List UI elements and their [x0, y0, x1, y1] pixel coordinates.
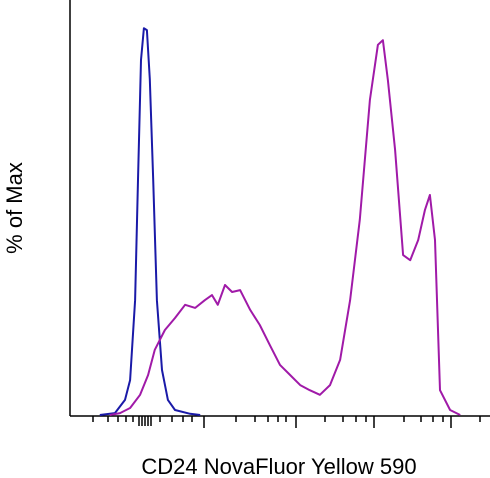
histogram-line	[99, 27, 201, 416]
x-axis-label: CD24 NovaFluor Yellow 590	[141, 454, 416, 478]
histogram-line	[109, 39, 461, 416]
y-axis-label: % of Max	[2, 162, 27, 254]
x-axis-ticks	[92, 416, 481, 428]
